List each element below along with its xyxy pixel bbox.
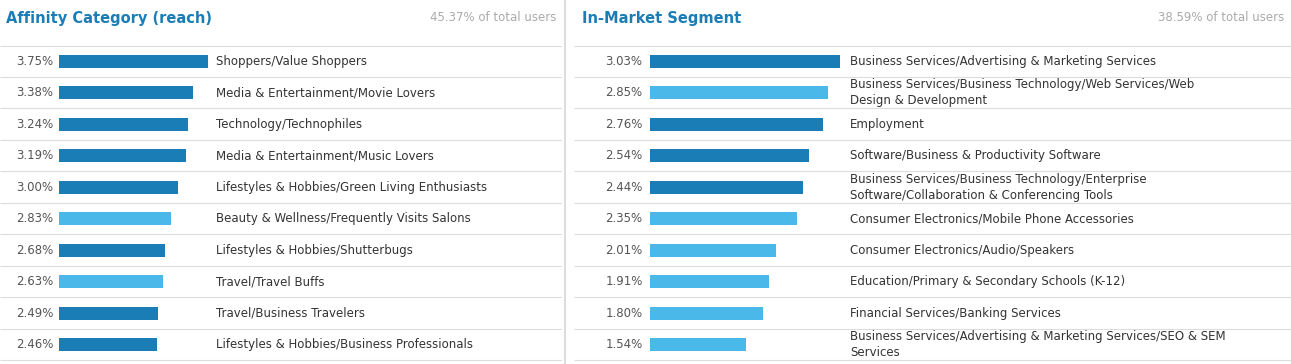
Text: Shoppers/Value Shoppers: Shoppers/Value Shoppers	[216, 55, 367, 68]
Bar	[649, 306, 763, 320]
Text: Education/Primary & Secondary Schools (K-12): Education/Primary & Secondary Schools (K…	[851, 275, 1126, 288]
Text: 1.91%: 1.91%	[605, 275, 643, 288]
Bar	[59, 149, 186, 162]
Text: 2.76%: 2.76%	[605, 118, 643, 131]
Bar	[649, 149, 809, 162]
Text: Travel/Travel Buffs: Travel/Travel Buffs	[216, 275, 325, 288]
Bar	[59, 55, 208, 68]
Bar	[59, 275, 164, 288]
Bar	[649, 55, 839, 68]
Bar	[649, 181, 803, 194]
Text: 2.01%: 2.01%	[605, 244, 643, 257]
Text: Consumer Electronics/Mobile Phone Accessories: Consumer Electronics/Mobile Phone Access…	[851, 212, 1135, 225]
Text: 2.63%: 2.63%	[15, 275, 53, 288]
Bar	[59, 86, 194, 99]
Text: Consumer Electronics/Audio/Speakers: Consumer Electronics/Audio/Speakers	[851, 244, 1074, 257]
Text: Affinity Category (reach): Affinity Category (reach)	[5, 11, 212, 26]
Text: 3.19%: 3.19%	[15, 149, 53, 162]
Text: 2.46%: 2.46%	[15, 338, 53, 351]
Text: 3.75%: 3.75%	[17, 55, 53, 68]
Text: 45.37% of total users: 45.37% of total users	[430, 11, 556, 24]
Text: Business Services/Business Technology/Web Services/Web
Design & Development: Business Services/Business Technology/We…	[851, 78, 1194, 107]
Text: 38.59% of total users: 38.59% of total users	[1158, 11, 1283, 24]
Text: Financial Services/Banking Services: Financial Services/Banking Services	[851, 306, 1061, 320]
Text: 2.35%: 2.35%	[605, 212, 643, 225]
Text: 2.49%: 2.49%	[15, 306, 53, 320]
Text: 3.24%: 3.24%	[15, 118, 53, 131]
Text: In-Market Segment: In-Market Segment	[582, 11, 741, 26]
Text: Business Services/Advertising & Marketing Services/SEO & SEM
Services: Business Services/Advertising & Marketin…	[851, 330, 1226, 359]
Text: Software/Business & Productivity Software: Software/Business & Productivity Softwar…	[851, 149, 1101, 162]
Text: 2.68%: 2.68%	[15, 244, 53, 257]
Bar	[59, 118, 187, 131]
Text: Technology/Technophiles: Technology/Technophiles	[216, 118, 363, 131]
Bar	[59, 212, 172, 225]
Text: Lifestyles & Hobbies/Shutterbugs: Lifestyles & Hobbies/Shutterbugs	[216, 244, 413, 257]
Bar	[59, 338, 156, 351]
Bar	[649, 212, 797, 225]
Text: 2.85%: 2.85%	[605, 86, 643, 99]
Text: 1.54%: 1.54%	[605, 338, 643, 351]
Text: Employment: Employment	[851, 118, 926, 131]
Text: 2.44%: 2.44%	[605, 181, 643, 194]
Text: Media & Entertainment/Movie Lovers: Media & Entertainment/Movie Lovers	[216, 86, 435, 99]
Bar	[649, 86, 829, 99]
Text: 2.83%: 2.83%	[17, 212, 53, 225]
Bar	[649, 338, 746, 351]
Bar	[649, 244, 776, 257]
Text: 2.54%: 2.54%	[605, 149, 643, 162]
Text: 1.80%: 1.80%	[605, 306, 643, 320]
Text: 3.00%: 3.00%	[17, 181, 53, 194]
Bar	[649, 118, 822, 131]
Text: 3.38%: 3.38%	[17, 86, 53, 99]
Text: Business Services/Advertising & Marketing Services: Business Services/Advertising & Marketin…	[851, 55, 1157, 68]
Text: Media & Entertainment/Music Lovers: Media & Entertainment/Music Lovers	[216, 149, 434, 162]
Bar	[649, 275, 769, 288]
Bar	[59, 306, 158, 320]
Text: Travel/Business Travelers: Travel/Business Travelers	[216, 306, 365, 320]
Text: Lifestyles & Hobbies/Business Professionals: Lifestyles & Hobbies/Business Profession…	[216, 338, 474, 351]
Text: Lifestyles & Hobbies/Green Living Enthusiasts: Lifestyles & Hobbies/Green Living Enthus…	[216, 181, 487, 194]
Bar	[59, 244, 165, 257]
Bar	[59, 181, 178, 194]
Text: Business Services/Business Technology/Enterprise
Software/Collaboration & Confer: Business Services/Business Technology/En…	[851, 173, 1146, 202]
Text: 3.03%: 3.03%	[605, 55, 643, 68]
Text: Beauty & Wellness/Frequently Visits Salons: Beauty & Wellness/Frequently Visits Salo…	[216, 212, 471, 225]
